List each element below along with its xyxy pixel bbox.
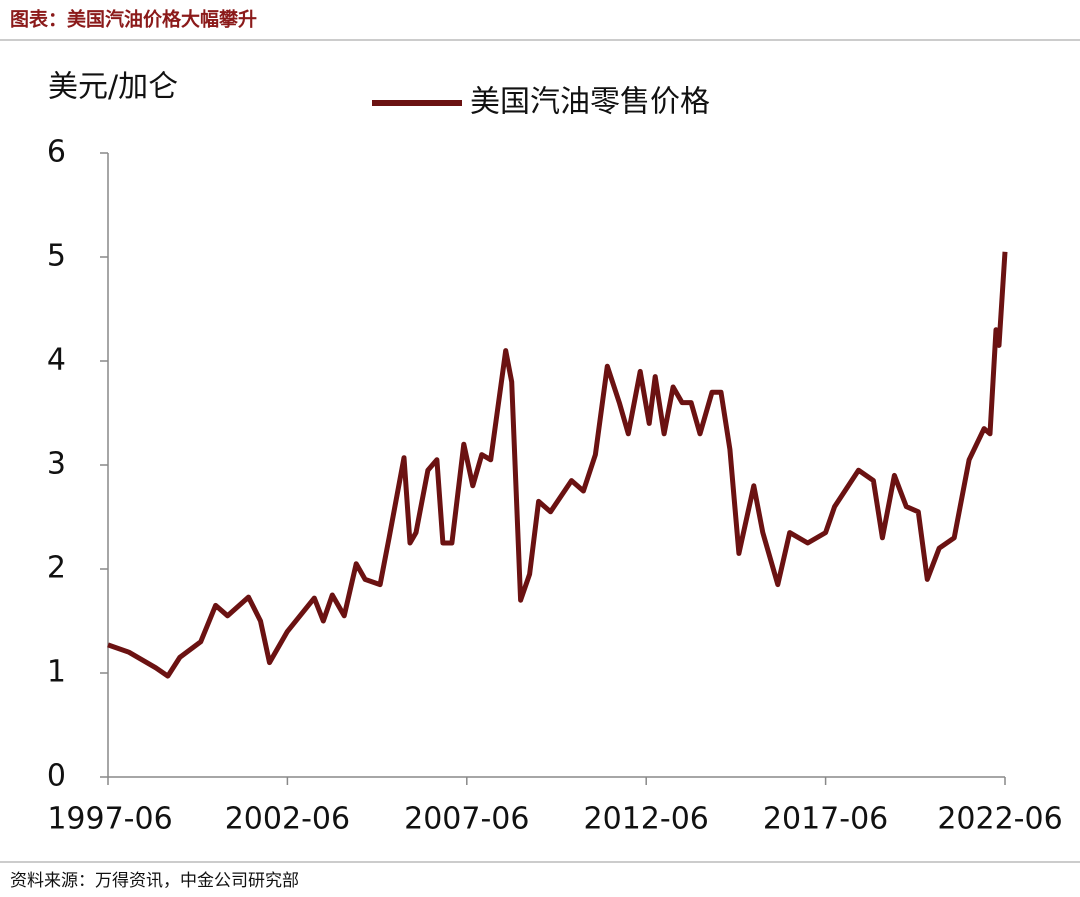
y-tick-label: 3 [47, 447, 66, 482]
legend-label: 美国汽油零售价格 [470, 85, 710, 120]
x-tick-label: 2007-06 [404, 802, 529, 837]
y-axis-label: 美元/加仑 [48, 70, 178, 105]
y-tick-label: 5 [47, 239, 66, 274]
header-title: 图表：美国汽油价格大幅攀升 [10, 8, 257, 31]
x-tick-label: 2002-06 [225, 802, 350, 837]
x-tick-label: 2017-06 [763, 802, 888, 837]
y-tick-label: 4 [47, 343, 66, 378]
data-line [107, 251, 1008, 679]
y-tick-label: 6 [47, 135, 66, 170]
x-tick-label: 2012-06 [584, 802, 709, 837]
x-tick-label: 2022-06 [937, 802, 1062, 837]
y-tick-label: 2 [47, 551, 66, 586]
x-tick-label: 1997-06 [47, 802, 172, 837]
y-tick-label: 1 [47, 655, 66, 690]
source-note: 资料来源：万得资讯，中金公司研究部 [10, 871, 299, 891]
y-tick-label: 0 [47, 759, 66, 794]
